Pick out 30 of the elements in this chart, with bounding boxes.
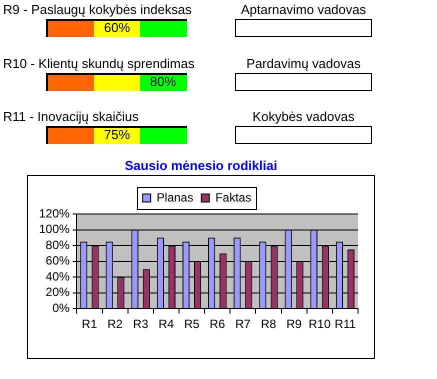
text: 80% [140,74,186,90]
legend-label: Planas [156,190,194,204]
x-tick-label: R9 [286,317,302,332]
x-tick-label: R10 [308,317,331,332]
text: R10 - Klientų skundų sprendimas [3,56,194,72]
y-tick-label: 120% [38,206,70,220]
y-tick-label: 40% [46,269,70,284]
text: Aptarnavimo vadovas [240,2,367,18]
x-tick-label: R2 [107,317,124,332]
y-tick-label: 20% [46,285,70,300]
x-tick-label: R8 [260,317,276,332]
chart-title: Sausio mėnesio rodikliai [124,158,278,173]
y-tick-label: 80% [46,238,70,252]
text: Pardavimų vadovas [245,56,362,72]
text: Kokybės vadovas [252,109,356,125]
text: 60% [94,20,140,36]
y-tick-label: 60% [46,254,70,268]
x-tick-label: R1 [82,317,98,332]
x-tick-label: R5 [184,317,200,332]
x-tick-label: R6 [210,317,226,332]
x-tick-label: R11 [334,317,356,332]
x-tick-label: R3 [132,317,149,332]
text: 75% [94,127,140,143]
text: R11 - Inovacijų skaičius [3,109,139,125]
text: R9 - Paslaugų kokybės indeksas [3,2,192,18]
x-tick-label: R7 [235,317,251,332]
y-tick-label: 100% [38,222,70,236]
legend-label: Faktas [215,190,252,204]
y-tick-label: 0% [52,300,70,315]
x-tick-label: R4 [158,317,174,332]
